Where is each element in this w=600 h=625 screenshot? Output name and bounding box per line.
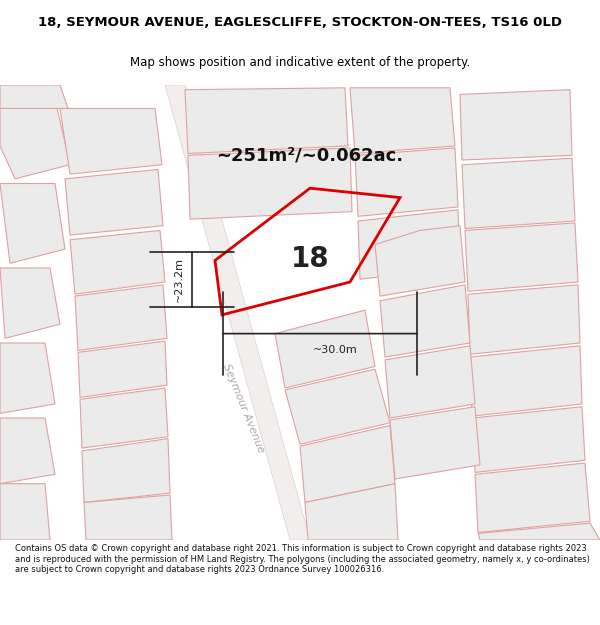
Polygon shape: [70, 231, 165, 294]
Text: 18: 18: [290, 244, 329, 272]
Text: 18, SEYMOUR AVENUE, EAGLESCLIFFE, STOCKTON-ON-TEES, TS16 0LD: 18, SEYMOUR AVENUE, EAGLESCLIFFE, STOCKT…: [38, 16, 562, 29]
Polygon shape: [185, 88, 348, 154]
Text: ~30.0m: ~30.0m: [313, 345, 358, 355]
Polygon shape: [375, 226, 465, 296]
Text: ~23.2m: ~23.2m: [174, 257, 184, 302]
Polygon shape: [285, 369, 390, 444]
Polygon shape: [470, 346, 582, 416]
Polygon shape: [390, 407, 480, 479]
Polygon shape: [465, 223, 578, 291]
Polygon shape: [0, 184, 65, 263]
Text: Map shows position and indicative extent of the property.: Map shows position and indicative extent…: [130, 56, 470, 69]
Polygon shape: [0, 343, 55, 413]
Polygon shape: [75, 285, 167, 351]
Polygon shape: [355, 148, 458, 216]
Text: Contains OS data © Crown copyright and database right 2021. This information is : Contains OS data © Crown copyright and d…: [15, 544, 590, 574]
Polygon shape: [468, 285, 580, 354]
Polygon shape: [350, 88, 455, 154]
Polygon shape: [460, 90, 572, 160]
Polygon shape: [0, 85, 68, 109]
Polygon shape: [380, 285, 470, 357]
Polygon shape: [84, 495, 172, 540]
Text: ~251m²/~0.062ac.: ~251m²/~0.062ac.: [217, 146, 404, 164]
Polygon shape: [80, 388, 168, 448]
Polygon shape: [0, 418, 55, 484]
Polygon shape: [300, 426, 395, 503]
Polygon shape: [305, 484, 398, 540]
Polygon shape: [0, 484, 50, 540]
Polygon shape: [0, 268, 60, 338]
Polygon shape: [475, 463, 590, 532]
Polygon shape: [478, 523, 600, 540]
Polygon shape: [65, 169, 163, 235]
Polygon shape: [188, 148, 352, 219]
Polygon shape: [358, 210, 460, 279]
Polygon shape: [60, 109, 162, 174]
Polygon shape: [0, 99, 70, 179]
Text: Seymour Avenue: Seymour Avenue: [221, 362, 265, 455]
Polygon shape: [78, 341, 167, 398]
Polygon shape: [165, 85, 310, 540]
Polygon shape: [82, 439, 170, 503]
Polygon shape: [385, 346, 475, 418]
Polygon shape: [472, 407, 585, 472]
Polygon shape: [275, 310, 375, 388]
Polygon shape: [462, 158, 575, 229]
